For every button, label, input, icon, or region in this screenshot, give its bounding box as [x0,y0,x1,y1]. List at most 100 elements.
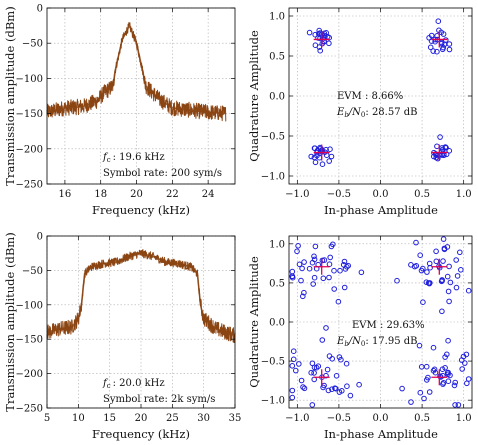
constellation-bottom-point [453,284,460,291]
constellation-top-point [323,30,330,36]
constellation-bottom-point [337,267,343,274]
constellation-bottom-point [310,281,317,287]
constellation-top-point [326,40,332,47]
constellation-bottom-point [333,385,339,392]
constellation-bottom-point [335,298,342,305]
constellation-bottom-point [298,377,305,384]
constellation-bottom-point [323,372,329,379]
constellation-top-point [326,158,333,164]
constellation-bottom-point [444,244,451,250]
constellation-top-ylabel: Quadrature Amplitude [247,30,261,162]
constellation-bottom-point [427,264,433,271]
constellation-bottom-point [437,373,443,380]
constellation-bottom-point [358,269,365,276]
constellation-bottom-ytick-label: −1.0 [261,396,285,407]
spectrum-top-ytick-label: −150 [16,109,43,120]
constellation-bottom-point [339,388,345,394]
constellation-top-xtick-label: 1.0 [456,189,472,200]
constellation-bottom-point [417,252,424,258]
constellation-top-ytick-label: −0.5 [261,132,285,143]
constellation-bottom-point [296,361,302,367]
constellation-top-xlabel: In-phase Amplitude [324,203,438,217]
constellation-top-point [427,44,434,51]
constellation-top-point [446,46,453,53]
constellation-bottom-point [309,360,316,367]
spectrum-bottom-ticks: 5 10 15 20 25 30 35 −250 −200 −150 −100 −50 0 [16,232,242,425]
spectrum-bottom-ytick-label: −250 [16,404,43,415]
spectrum-bottom-ytick-label: −150 [16,335,43,346]
constellation-bottom-point [459,366,466,372]
constellation-bottom-point [343,360,350,367]
spectrum-top-xtick-label: 24 [202,189,215,200]
constellation-bottom-ytick-label: −0.5 [261,357,285,368]
constellation-top-point [312,145,318,151]
spectrum-bottom-xlabel: Frequency (kHz) [92,427,190,441]
spectrum-bottom-envelope [46,252,236,337]
spectrum-bottom-line [46,249,236,343]
spectrum-top-ticks: 16 18 20 22 24 −250 −200 −150 −100 −50 0 [16,4,235,200]
constellation-bottom-point [464,380,470,387]
constellation-top-point [443,145,449,151]
constellation-bottom-point [312,243,319,250]
constellation-bottom-evm: EVM : 29.63% [352,320,425,331]
constellation-bottom-point [331,267,337,274]
spectrum-top-frame [46,7,236,185]
constellation-bottom-point [408,399,414,405]
spectrum-top-panel: 16 18 20 22 24 −250 −200 −150 −100 −50 0 Frequency… [3,4,236,217]
constellation-top-point [328,153,335,160]
constellation-top-xtick-label: −0.5 [327,189,351,200]
spectrum-top-ytick-label: 0 [37,4,43,15]
constellation-bottom-point [356,381,362,388]
constellation-bottom-point [319,337,326,343]
constellation-bottom-point [426,389,433,395]
constellation-top-point [442,144,449,150]
constellation-top-ebn0: Eb/N0: 28.57 dB [336,107,418,119]
spectrum-bottom-ylabel: Transmission amplitude (dBm) [3,232,17,411]
constellation-bottom-point [421,395,427,402]
constellation-bottom-point [301,385,308,392]
constellation-top-point [312,42,319,49]
constellation-bottom-point [328,243,335,250]
constellation-bottom-point [420,265,426,272]
constellation-bottom-point [289,268,296,275]
constellation-top-ytick-label: 0.0 [269,92,285,103]
constellation-top-point [434,48,440,55]
constellation-bottom-point [462,360,468,366]
constellation-bottom-point [457,249,463,256]
constellation-bottom-point [326,261,333,268]
constellation-bottom-point [423,363,430,370]
constellation-bottom-point [445,337,451,344]
constellation-bottom-point [301,259,307,265]
constellation-bottom-ticks: −1.0 −0.5 0.0 0.5 1.0 −1.0 −0.5 0.0 0.5 1.0 [261,236,472,424]
constellation-bottom-point [431,366,438,373]
spectrum-top-ytick-label: −50 [22,39,43,50]
spectrum-bottom-panel: 5 10 15 20 25 30 35 −250 −200 −150 −100 −50 0 Freque… [3,232,241,442]
constellation-bottom-point [442,354,448,360]
constellation-bottom-point [418,364,425,370]
constellation-bottom-point [445,369,451,376]
spectrum-top-xtick-label: 20 [130,189,143,200]
constellation-bottom-ytick-label: 0.5 [269,278,285,289]
constellation-bottom-point [455,402,462,408]
constellation-top-point [440,44,447,51]
constellation-top-xtick-label: −1.0 [285,189,309,200]
constellation-bottom-point [326,353,333,359]
constellation-bottom-point [329,356,336,362]
constellation-bottom-point [417,389,424,396]
spectrum-bottom-xtick-label: 30 [197,413,210,424]
constellation-top-point [308,153,315,160]
constellation-top-point [312,31,319,38]
spectrum-top-ylabel: Transmission amplitude (dBm) [3,6,17,185]
constellation-top-ytick-label: −1.0 [261,172,285,183]
constellation-bottom-point [430,367,437,374]
constellation-bottom-point [420,299,426,306]
constellation-bottom-point [413,263,420,269]
constellation-bottom-point [446,263,452,270]
constellation-bottom-point [444,273,451,280]
constellation-bottom-point [311,370,317,376]
constellation-top-point [434,143,440,150]
constellation-bottom-point [452,402,458,408]
spectrum-bottom-trace [46,249,236,343]
constellation-bottom-point [295,243,301,249]
